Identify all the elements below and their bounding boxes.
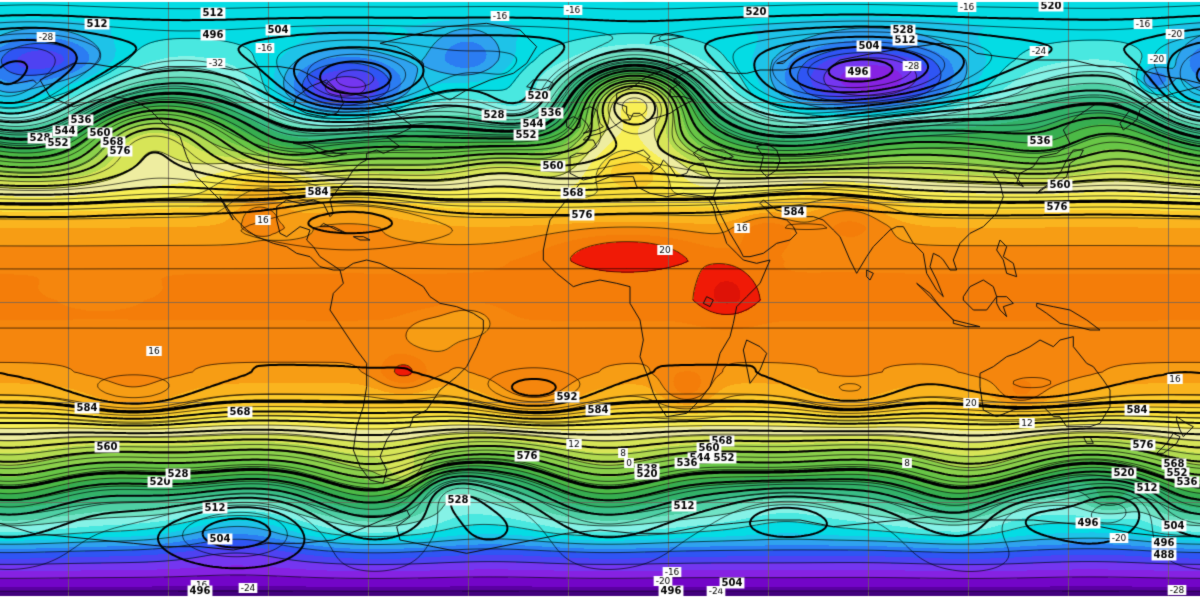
weather-map — [0, 0, 1200, 600]
weather-map-canvas — [0, 0, 1200, 600]
